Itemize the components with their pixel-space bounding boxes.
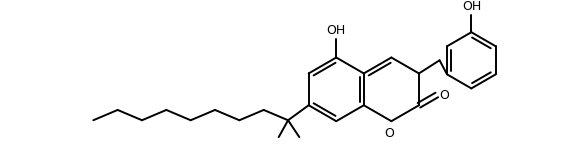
Text: O: O bbox=[439, 89, 450, 102]
Text: OH: OH bbox=[327, 24, 346, 37]
Text: O: O bbox=[384, 127, 395, 140]
Text: OH: OH bbox=[462, 1, 481, 13]
